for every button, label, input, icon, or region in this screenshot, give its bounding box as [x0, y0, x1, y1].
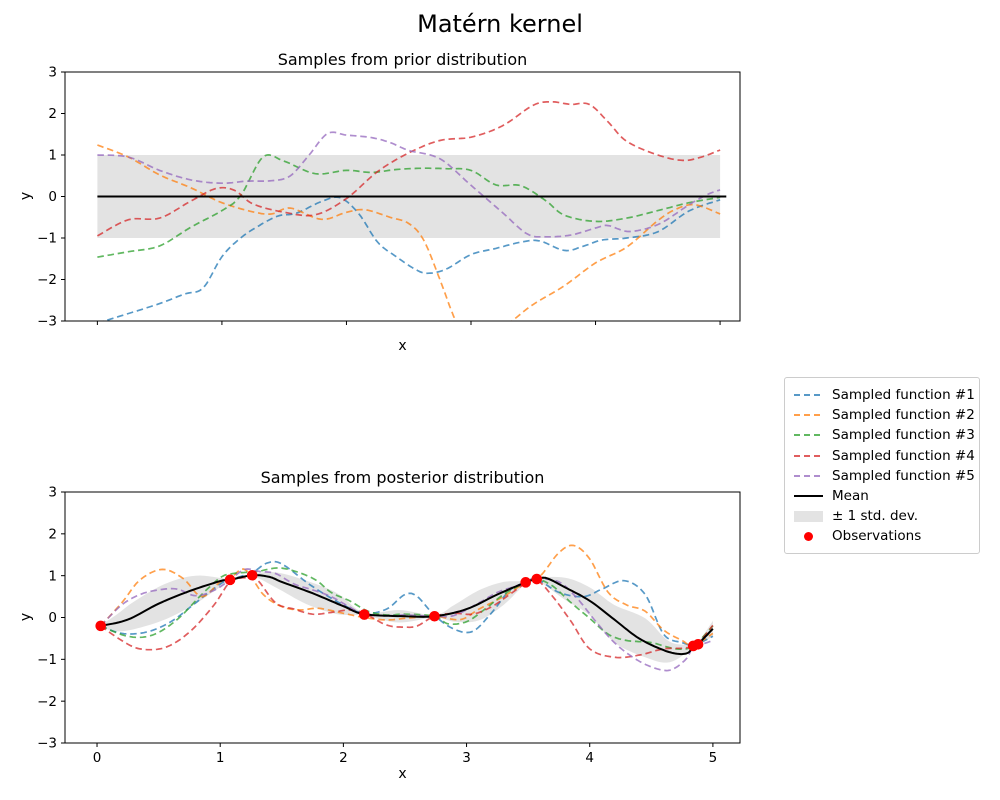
posterior-observation-point	[224, 574, 236, 586]
legend-item-2: Sampled function #3	[794, 425, 975, 445]
prior-x-axis-label: x	[398, 338, 407, 354]
legend-item-3: Sampled function #4	[794, 446, 975, 466]
legend-item-0: Sampled function #1	[794, 385, 975, 405]
legend-solid-line-swatch-icon	[794, 489, 823, 503]
posterior-x-tick-label: 3	[462, 750, 471, 766]
posterior-observation-point	[531, 573, 543, 585]
posterior-plot: 0 1 2 3 4 5 3 2 1 0 −1 −2 −3	[37, 485, 741, 766]
posterior-observation-point	[429, 610, 440, 622]
prior-plot: 3 2 1 0 −1 −2 −3	[37, 65, 741, 330]
posterior-x-tick-label: 1	[216, 750, 225, 766]
legend-item-label: Sampled function #5	[832, 467, 975, 484]
legend-marker-swatch-icon	[794, 529, 823, 543]
legend-dashed-line-swatch-icon	[794, 428, 823, 442]
posterior-observation-point	[359, 609, 370, 620]
posterior-observation-point	[246, 569, 258, 581]
prior-sampled-function-5	[97, 131, 721, 238]
prior-sampled-function-1	[101, 196, 721, 321]
legend-item-label: Sampled function #3	[832, 427, 975, 444]
posterior-y-tick-label: 2	[48, 527, 57, 543]
legend-patch-swatch-icon	[794, 509, 823, 523]
prior-sampled-function-4	[96, 101, 721, 237]
prior-y-tick-label: −2	[37, 272, 57, 288]
posterior-observation-point	[692, 638, 704, 650]
legend-dashed-line-swatch-icon	[794, 449, 823, 463]
legend-item-4: Sampled function #5	[794, 466, 975, 486]
legend-dashed-line-swatch-icon	[794, 469, 823, 483]
legend-item-label: Mean	[832, 488, 869, 505]
legend-item-label: Sampled function #4	[832, 447, 975, 464]
posterior-plot-title: Samples from posterior distribution	[260, 468, 545, 487]
prior-y-tick-label: 3	[48, 65, 57, 81]
legend-item-label: Sampled function #1	[832, 387, 975, 404]
posterior-std-band	[97, 572, 713, 663]
posterior-sampled-function-2	[100, 544, 714, 647]
posterior-observation-point	[95, 620, 107, 632]
legend-item-5: Mean	[794, 486, 970, 506]
posterior-mean-line	[95, 574, 714, 656]
legend-item-6: ± 1 std. dev.	[794, 506, 970, 526]
figure-title: Matérn kernel	[417, 10, 583, 38]
posterior-y-tick-label: 0	[48, 610, 57, 626]
prior-y-tick-label: −3	[37, 314, 57, 330]
posterior-y-tick-label: −1	[37, 652, 57, 668]
prior-y-tick-label: 0	[48, 189, 57, 205]
posterior-observation-point	[520, 577, 531, 588]
prior-y-tick-label: 2	[48, 106, 57, 122]
legend-item-7: Observations	[794, 526, 970, 546]
posterior-x-tick-label: 5	[709, 750, 718, 766]
posterior-y-tick-label: −2	[37, 694, 57, 710]
legend-dashed-line-swatch-icon	[794, 408, 823, 422]
posterior-x-tick-label: 4	[585, 750, 594, 766]
legend-item-label: Sampled function #2	[832, 407, 975, 424]
prior-plot-title: Samples from prior distribution	[277, 50, 528, 69]
posterior-y-tick-label: 3	[48, 485, 57, 501]
legend-dashed-line-swatch-icon	[794, 388, 823, 402]
prior-sampled-function-2	[97, 144, 721, 321]
posterior-y-tick-label: 1	[48, 568, 57, 584]
posterior-x-axis-label: x	[398, 766, 407, 782]
posterior-x-tick-label: 2	[339, 750, 348, 766]
legend: Sampled function #1 Sampled function #2 Sa…	[784, 377, 980, 554]
legend-item-label: ± 1 std. dev.	[832, 508, 919, 525]
prior-y-tick-label: 1	[48, 148, 57, 164]
posterior-x-tick-label: 0	[93, 750, 102, 766]
legend-item-label: Observations	[832, 528, 922, 545]
posterior-y-tick-label: −3	[37, 736, 57, 752]
prior-sampled-function-3	[97, 154, 721, 258]
posterior-sampled-function-4	[100, 576, 714, 659]
posterior-sampled-function-5	[100, 568, 714, 672]
legend-item-1: Sampled function #2	[794, 405, 975, 425]
prior-y-tick-label: −1	[37, 231, 57, 247]
